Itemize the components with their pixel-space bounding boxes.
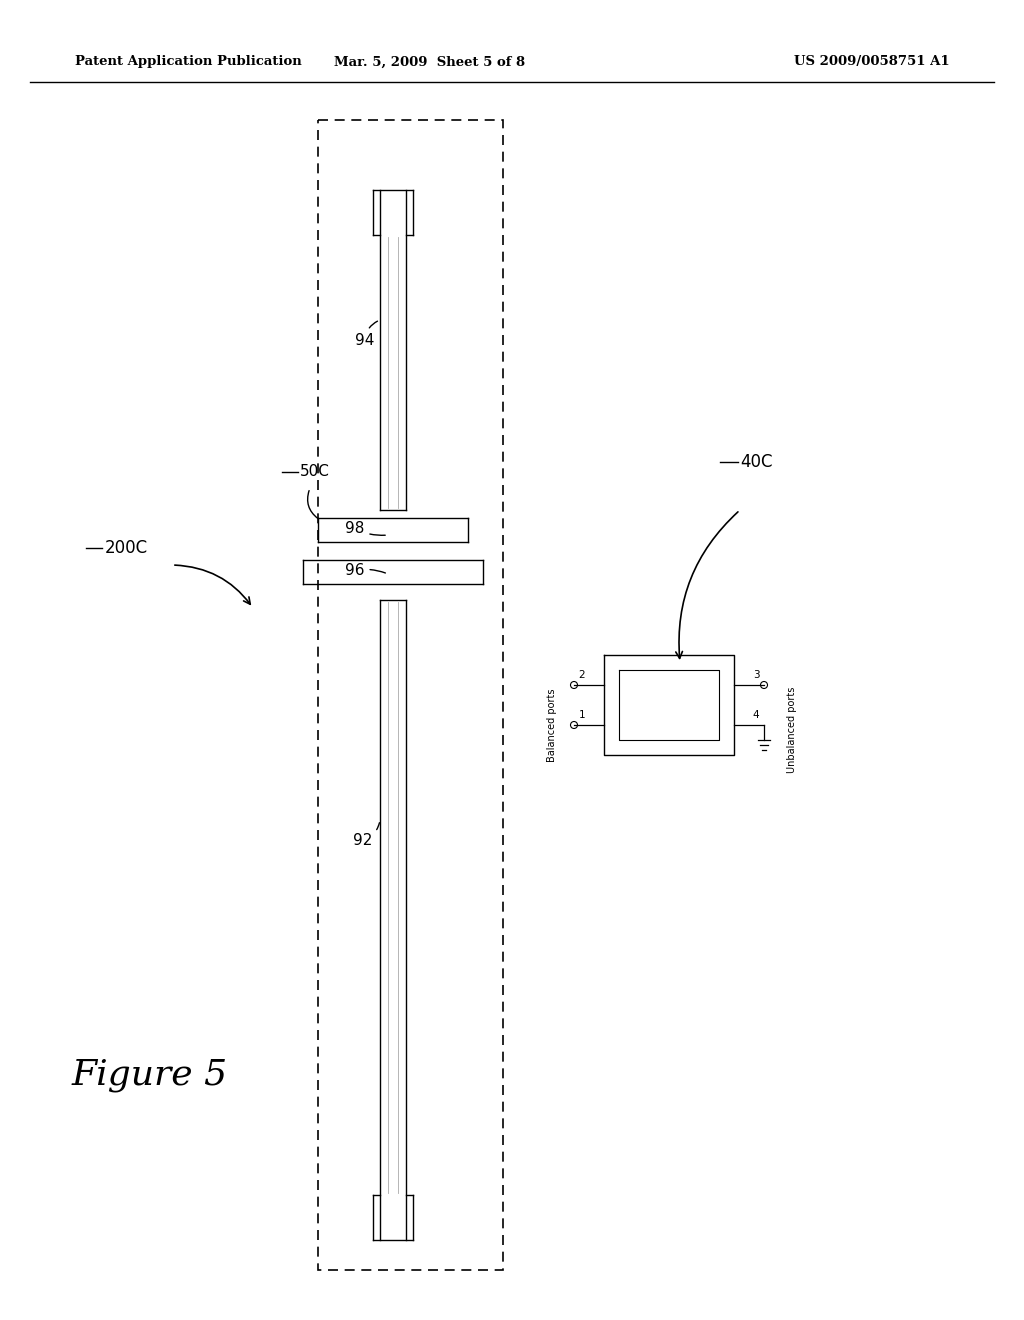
Text: 40C: 40C (740, 453, 772, 471)
Text: Mar. 5, 2009  Sheet 5 of 8: Mar. 5, 2009 Sheet 5 of 8 (335, 55, 525, 69)
Text: Unbalanced ports: Unbalanced ports (787, 686, 797, 774)
Text: Patent Application Publication: Patent Application Publication (75, 55, 302, 69)
Text: 96: 96 (345, 564, 385, 578)
Text: 3: 3 (753, 671, 760, 680)
Text: 200C: 200C (105, 539, 148, 557)
Text: US 2009/0058751 A1: US 2009/0058751 A1 (795, 55, 950, 69)
Text: 94: 94 (355, 321, 378, 348)
Text: 50C: 50C (300, 465, 330, 479)
Text: Figure 5: Figure 5 (72, 1059, 228, 1092)
Text: 4: 4 (753, 710, 760, 719)
Text: 1: 1 (579, 710, 586, 719)
Text: 2: 2 (579, 671, 586, 680)
Bar (318, 120, 503, 1270)
Text: Balanced ports: Balanced ports (547, 688, 557, 762)
Text: 98: 98 (345, 521, 385, 536)
Text: 92: 92 (353, 822, 380, 847)
